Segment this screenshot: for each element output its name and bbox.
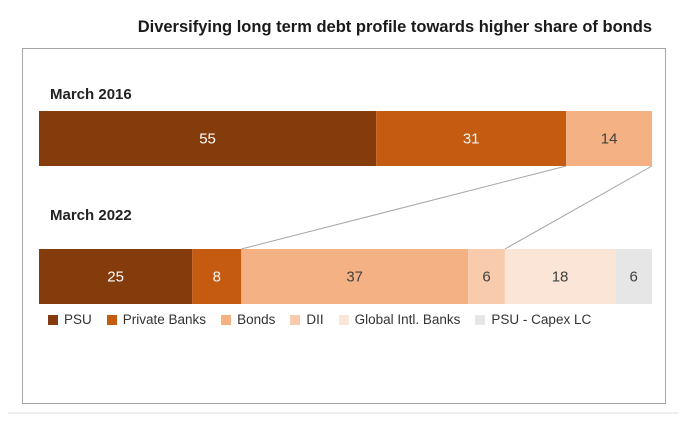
data-label: 14 xyxy=(601,131,618,148)
legend-swatch xyxy=(475,314,486,325)
bar-segment-march-2016-1 xyxy=(376,111,567,166)
data-label: 31 xyxy=(463,131,480,148)
legend-item: PSU - Capex LC xyxy=(475,312,591,327)
connector-line-left xyxy=(241,165,567,250)
data-label: 6 xyxy=(482,269,490,286)
chart-frame xyxy=(22,48,666,404)
legend-label: PSU - Capex LC xyxy=(491,312,592,327)
bar-segment-march-2022-2 xyxy=(241,249,469,304)
legend-item: PSU xyxy=(48,312,92,327)
category-label-2016: March 2016 xyxy=(50,86,132,103)
legend-item: Global Intl. Banks xyxy=(338,312,461,327)
legend-label: Bonds xyxy=(237,312,276,327)
legend-label: DII xyxy=(306,312,324,327)
connector-line-right xyxy=(504,165,653,250)
bar-segment-march-2016-2 xyxy=(566,111,652,166)
bar-segment-march-2022-4 xyxy=(504,249,616,304)
bar-segment-march-2022-3 xyxy=(468,249,505,304)
bar-segment-march-2022-5 xyxy=(615,249,652,304)
data-label: 37 xyxy=(346,269,363,286)
category-label-2022: March 2022 xyxy=(50,207,132,224)
data-label: 55 xyxy=(199,131,216,148)
legend-swatch xyxy=(221,314,232,325)
legend: PSU Private Banks Bonds DII Global Intl. Ban… xyxy=(48,312,591,327)
data-label: 6 xyxy=(629,269,637,286)
bar-segment-march-2022-0 xyxy=(39,249,193,304)
legend-item: Bonds xyxy=(221,312,275,327)
legend-swatch xyxy=(290,314,301,325)
bar-segment-march-2022-1 xyxy=(192,249,242,304)
data-label: 8 xyxy=(213,269,221,286)
legend-swatch xyxy=(48,314,58,325)
data-label: 25 xyxy=(107,269,124,286)
bar-segment-march-2016-0 xyxy=(39,111,377,166)
legend-label: PSU xyxy=(64,312,92,327)
legend-swatch xyxy=(106,314,117,325)
frame-shadow xyxy=(8,412,678,414)
legend-swatch xyxy=(338,314,349,325)
legend-item: DII xyxy=(290,312,324,327)
legend-label: Global Intl. Banks xyxy=(354,312,461,327)
legend-label: Private Banks xyxy=(122,312,207,327)
data-label: 18 xyxy=(552,269,569,286)
legend-item: Private Banks xyxy=(106,312,207,327)
chart-title: Diversifying long term debt profile towa… xyxy=(137,18,652,36)
